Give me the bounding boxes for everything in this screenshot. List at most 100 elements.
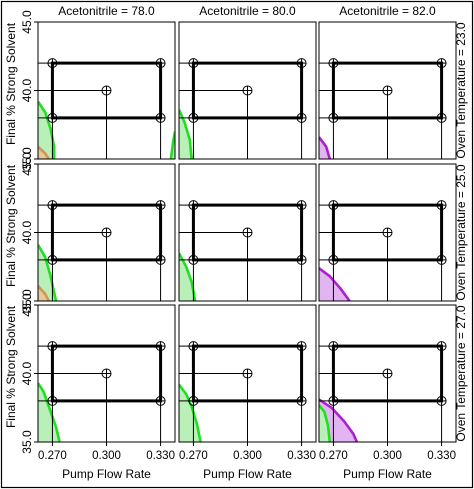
design-point [242, 227, 253, 238]
y-axis-title: Final % Strong Solvent [4, 22, 18, 145]
design-point [382, 227, 393, 238]
design-point [328, 200, 339, 211]
y-tick-label: 35.0 [20, 430, 34, 454]
design-rectangle [331, 344, 444, 403]
design-rectangle [50, 203, 163, 262]
x-tick-label: 0.300 [373, 450, 402, 462]
design-rectangle [331, 203, 444, 262]
row-title: Oven Temperature = 23.0 [454, 22, 468, 159]
y-tick-label: 45.0 [20, 152, 34, 176]
design-point [328, 395, 339, 406]
purple-region-boundary [319, 267, 351, 301]
design-point [242, 368, 253, 379]
design-point [188, 395, 199, 406]
x-tick-label: 0.300 [92, 450, 121, 462]
green-region-fill [179, 109, 192, 159]
design-rectangle [331, 61, 444, 120]
x-axis-title: Pump Flow Rate [62, 467, 151, 481]
design-rectangle [50, 61, 163, 120]
design-point [296, 58, 307, 69]
design-point [47, 341, 58, 352]
design-point [328, 254, 339, 265]
design-point [101, 227, 112, 238]
design-point [188, 58, 199, 69]
design-point [436, 58, 447, 69]
design-point [47, 200, 58, 211]
design-point [382, 368, 393, 379]
purple-region-boundary [319, 136, 332, 159]
green-region-boundary [38, 382, 61, 442]
design-point [47, 254, 58, 265]
panel-content [319, 200, 447, 301]
design-point [328, 112, 339, 123]
design-rectangle [50, 344, 163, 403]
x-tick-label: 0.300 [233, 450, 262, 462]
green-region-boundary [179, 109, 193, 159]
panel-frame [318, 21, 457, 160]
design-rectangle [191, 61, 304, 120]
design-point [242, 85, 253, 96]
design-point [47, 58, 58, 69]
design-point [155, 112, 166, 123]
design-point [188, 254, 199, 265]
y-tick-label: 40.0 [20, 220, 34, 244]
design-point [328, 341, 339, 352]
green-region-boundary [38, 100, 56, 159]
orange-region-boundary [38, 145, 50, 159]
panel-r2-c1: 0.270 0.300 0.330 [178, 304, 317, 462]
green-region-boundary [169, 131, 175, 159]
panel-frame [178, 163, 317, 302]
design-point [436, 341, 447, 352]
design-point [155, 395, 166, 406]
panel-r1-c0: 35.0 40.0 45.0 [20, 152, 176, 313]
green-region-boundary [38, 244, 58, 301]
panel-content [38, 58, 175, 159]
column-title: Acetonitrile = 82.0 [339, 4, 436, 18]
panel-frame [178, 21, 317, 160]
design-rectangle [191, 203, 304, 262]
design-point [382, 85, 393, 96]
green-region-boundary [319, 404, 332, 442]
panel-r0-c1 [178, 21, 317, 160]
panel-frame [318, 163, 457, 302]
panel-r0-c2 [318, 21, 457, 160]
x-axis-title: Pump Flow Rate [343, 467, 432, 481]
design-point [155, 200, 166, 211]
y-axis-title: Final % Strong Solvent [4, 164, 18, 287]
row-title: Oven Temperature = 27.0 [454, 305, 468, 442]
y-axis-title: Final % Strong Solvent [4, 305, 18, 428]
y-tick-label: 40.0 [20, 361, 34, 385]
panel-content [179, 200, 307, 301]
design-point [155, 341, 166, 352]
x-tick-label: 0.270 [319, 450, 348, 462]
y-tick-label: 35.0 [20, 289, 34, 313]
y-tick-label: 40.0 [20, 78, 34, 102]
design-point [188, 112, 199, 123]
green-region-fill [38, 244, 56, 301]
green-region-fill [319, 405, 330, 442]
design-point [328, 58, 339, 69]
green-region-fill [38, 101, 55, 159]
panel-content [319, 341, 447, 442]
design-point [101, 368, 112, 379]
design-point [436, 395, 447, 406]
design-rectangle [191, 344, 304, 403]
design-point [436, 112, 447, 123]
row-title: Oven Temperature = 25.0 [454, 164, 468, 301]
design-point [47, 395, 58, 406]
green-region-fill [38, 383, 60, 442]
green-region-fill [179, 384, 201, 442]
panel-r1-c2 [318, 163, 457, 302]
design-point [155, 58, 166, 69]
column-title: Acetonitrile = 80.0 [199, 4, 296, 18]
panel-content [38, 341, 166, 442]
panel-r2-c2: 0.270 0.300 0.330 [318, 304, 457, 462]
panel-content [38, 200, 166, 301]
design-point [188, 341, 199, 352]
column-title: Acetonitrile = 78.0 [58, 4, 155, 18]
orange-region-boundary [38, 285, 50, 301]
design-point [296, 395, 307, 406]
x-tick-label: 0.270 [179, 450, 208, 462]
